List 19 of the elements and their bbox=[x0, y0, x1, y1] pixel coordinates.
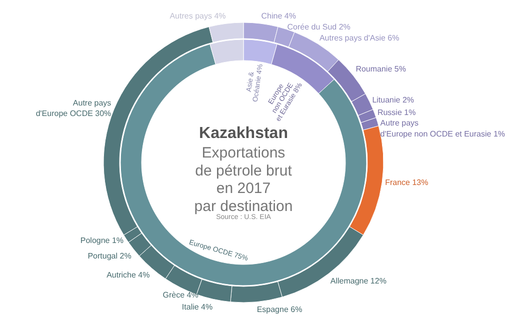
slice-label: Italie 4% bbox=[182, 302, 213, 312]
slice-label: Chine 4% bbox=[261, 11, 296, 20]
slice-label: Autriche 4% bbox=[106, 270, 150, 280]
slice-label: France 13% bbox=[385, 178, 428, 187]
slice-label: Allemagne 12% bbox=[330, 276, 386, 286]
slice-label: Autre pays d'Europe non OCDE et Eurasie 1% bbox=[380, 118, 506, 138]
slice-label: Portugal 2% bbox=[88, 251, 132, 260]
slice-label: Grèce 4% bbox=[162, 290, 198, 300]
slice-label: Espagne 6% bbox=[256, 305, 302, 314]
text: Kazakhstan bbox=[199, 125, 288, 142]
slice-label: Corée du Sud 2% bbox=[287, 22, 350, 32]
slice-label: Pologne 1% bbox=[80, 236, 124, 245]
slice-label: Russie 1% bbox=[377, 108, 416, 117]
slice-label: Autres pays d'Asie 6% bbox=[319, 33, 400, 42]
slice-label: Lituanie 2% bbox=[372, 96, 414, 105]
slice-label: Autre pays d'Europe OCDE 30% bbox=[36, 98, 112, 118]
slice-label: Roumanie 5% bbox=[356, 64, 406, 74]
text: Exportations de pétrole brut en 2017 par destination bbox=[194, 144, 293, 216]
slice-label: Autres pays 4% bbox=[170, 11, 226, 20]
